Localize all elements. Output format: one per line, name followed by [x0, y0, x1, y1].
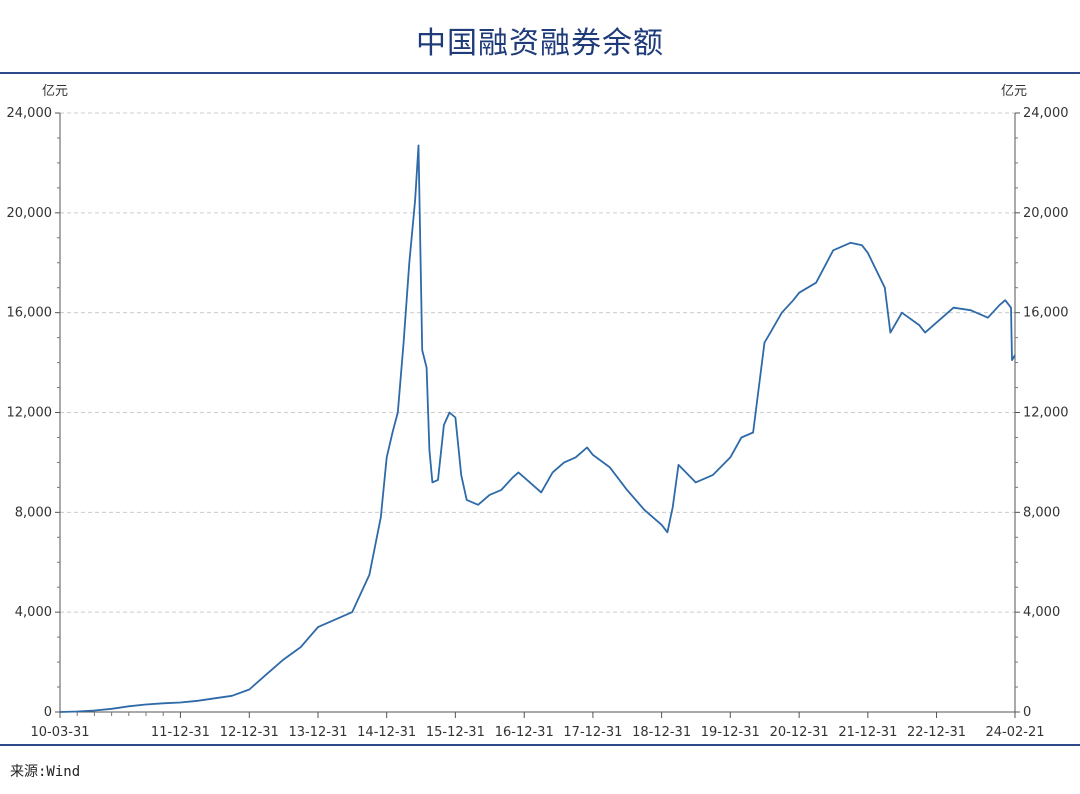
y-ticks: 0 0 4,000 4,000 8,000 8,000 12,000 12,000 16,000… [7, 106, 1069, 720]
x-tick-label: 18-12-31 [632, 725, 691, 740]
x-tick-label: 21-12-31 [838, 725, 897, 740]
y-tick-label-left: 8,000 [15, 505, 52, 520]
x-tick-label: 14-12-31 [357, 725, 416, 740]
y-tick-label-right: 24,000 [1023, 106, 1069, 121]
x-tick-label: 12-12-31 [220, 725, 279, 740]
y-tick-label-right: 4,000 [1023, 605, 1060, 620]
y-tick-label-right: 0 [1023, 705, 1031, 720]
y-tick-label-left: 20,000 [7, 206, 53, 221]
source-note: 来源:Wind [10, 764, 81, 780]
x-tick-label: 17-12-31 [563, 725, 622, 740]
y-tick-label-right: 12,000 [1023, 406, 1069, 421]
gridlines [60, 112, 1015, 613]
x-tick-label: 24-02-21 [985, 725, 1044, 740]
x-tick-label: 15-12-31 [426, 725, 485, 740]
x-ticks: 10-03-31 11-12-31 12-12-31 13-12-31 14-12-31… [30, 712, 1045, 740]
y-tick-label-left: 0 [44, 705, 52, 720]
x-tick-label: 22-12-31 [907, 725, 966, 740]
y-tick-label-right: 8,000 [1023, 505, 1060, 520]
y-tick-label-left: 4,000 [15, 605, 52, 620]
chart-title: 中国融资融券余额 [416, 26, 664, 61]
x-tick-label: 16-12-31 [495, 725, 554, 740]
top-divider [0, 72, 1080, 74]
series-line-margin-balance [59, 144, 1016, 713]
y-tick-label-right: 16,000 [1023, 306, 1069, 321]
y-unit-right: 亿元 [1001, 84, 1027, 99]
y-tick-label-left: 24,000 [7, 106, 53, 121]
x-tick-label: 19-12-31 [701, 725, 760, 740]
y-tick-label-left: 16,000 [7, 306, 53, 321]
x-tick-label: 11-12-31 [151, 725, 210, 740]
x-tick-label: 13-12-31 [288, 725, 347, 740]
y-tick-label-left: 12,000 [7, 406, 53, 421]
y-tick-label-right: 20,000 [1023, 206, 1069, 221]
bottom-divider [0, 744, 1080, 746]
x-tick-label: 20-12-31 [770, 725, 829, 740]
y-unit-left: 亿元 [42, 84, 68, 99]
x-tick-label: 10-03-31 [30, 725, 89, 740]
